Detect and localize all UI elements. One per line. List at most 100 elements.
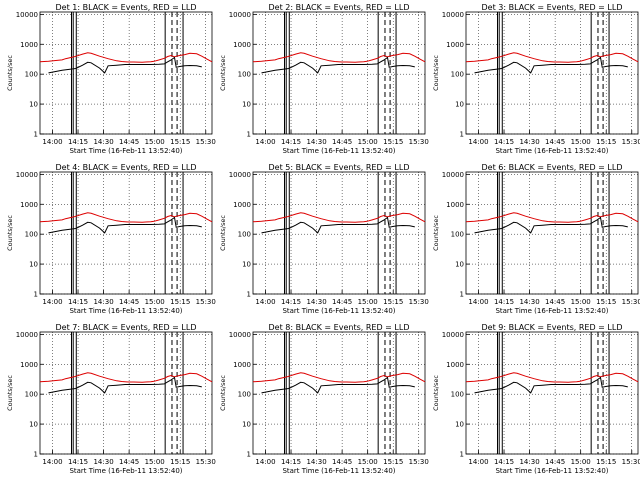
y-tick-label: 1000 bbox=[20, 41, 38, 49]
panel-det-4: Det 4: BLACK = Events, RED = LLD 14:00 14:… bbox=[6, 163, 216, 315]
y-tick-label: 10 bbox=[455, 261, 464, 269]
x-tick-label: 14:30 bbox=[306, 298, 326, 306]
y-tick-label: 10 bbox=[242, 261, 251, 269]
y-tick-label: 100 bbox=[451, 231, 464, 239]
x-tick-label: 15:30 bbox=[196, 458, 216, 466]
x-tick-label: 15:30 bbox=[622, 138, 640, 146]
series-lld bbox=[465, 372, 639, 383]
x-tick-label: 14:15 bbox=[494, 298, 514, 306]
y-tick-label: 1 bbox=[34, 451, 38, 459]
plot-frame bbox=[465, 11, 639, 135]
x-tick-label: 14:45 bbox=[332, 458, 352, 466]
x-axis-label: Start Time (16-Feb-11 13:52:40) bbox=[282, 147, 395, 155]
x-tick-label: 15:30 bbox=[196, 298, 216, 306]
x-tick-label: 14:00 bbox=[468, 138, 488, 146]
y-tick-label: 10 bbox=[455, 421, 464, 429]
panel-title: Det 1: BLACK = Events, RED = LLD bbox=[56, 3, 197, 12]
y-tick-label: 1000 bbox=[233, 41, 251, 49]
x-tick-label: 14:45 bbox=[545, 458, 565, 466]
series-lld bbox=[465, 52, 639, 63]
plot-frame bbox=[252, 331, 426, 455]
y-tick-label: 100 bbox=[25, 231, 38, 239]
y-axis-label: Counts/sec bbox=[219, 55, 227, 91]
x-tick-label: 14:15 bbox=[68, 298, 88, 306]
y-tick-label: 100 bbox=[238, 231, 251, 239]
x-tick-label: 14:15 bbox=[494, 138, 514, 146]
y-axis-label: Counts/sec bbox=[6, 215, 14, 251]
series-events bbox=[48, 376, 202, 394]
x-tick-label: 14:30 bbox=[519, 138, 539, 146]
plot-frame bbox=[465, 331, 639, 455]
y-tick-label: 10000 bbox=[16, 11, 38, 19]
x-tick-label: 15:30 bbox=[409, 458, 429, 466]
panel-title: Det 3: BLACK = Events, RED = LLD bbox=[482, 3, 623, 12]
y-tick-label: 1 bbox=[34, 131, 38, 139]
y-tick-label: 1 bbox=[460, 451, 464, 459]
panel-title: Det 5: BLACK = Events, RED = LLD bbox=[269, 163, 410, 172]
y-tick-label: 1000 bbox=[446, 41, 464, 49]
x-axis-label: Start Time (16-Feb-11 13:52:40) bbox=[69, 307, 182, 315]
x-tick-label: 14:00 bbox=[42, 138, 62, 146]
x-tick-label: 15:00 bbox=[145, 138, 165, 146]
y-tick-label: 10000 bbox=[229, 171, 251, 179]
y-tick-label: 10 bbox=[242, 421, 251, 429]
panel-title: Det 9: BLACK = Events, RED = LLD bbox=[482, 323, 623, 332]
y-tick-label: 10 bbox=[29, 421, 38, 429]
panel-det-6: Det 6: BLACK = Events, RED = LLD 14:00 14:… bbox=[432, 163, 640, 315]
series-events bbox=[48, 216, 202, 234]
y-tick-label: 10000 bbox=[442, 11, 464, 19]
x-tick-label: 15:15 bbox=[383, 138, 403, 146]
x-axis-label: Start Time (16-Feb-11 13:52:40) bbox=[495, 467, 608, 475]
series-events bbox=[48, 56, 202, 74]
y-tick-label: 100 bbox=[451, 71, 464, 79]
y-tick-label: 1000 bbox=[233, 201, 251, 209]
x-tick-label: 14:45 bbox=[119, 298, 139, 306]
x-tick-label: 15:30 bbox=[409, 298, 429, 306]
x-tick-label: 14:45 bbox=[119, 458, 139, 466]
x-tick-label: 15:15 bbox=[170, 138, 190, 146]
x-tick-label: 14:00 bbox=[468, 458, 488, 466]
plot-frame bbox=[39, 171, 213, 295]
series-lld bbox=[465, 212, 639, 223]
y-tick-label: 1000 bbox=[20, 361, 38, 369]
plot-frame bbox=[39, 11, 213, 135]
x-tick-label: 14:15 bbox=[494, 458, 514, 466]
y-tick-label: 10000 bbox=[229, 331, 251, 339]
x-tick-label: 14:00 bbox=[42, 458, 62, 466]
x-axis-label: Start Time (16-Feb-11 13:52:40) bbox=[282, 307, 395, 315]
panel-det-2: Det 2: BLACK = Events, RED = LLD 14:00 14:… bbox=[219, 3, 429, 155]
y-tick-label: 10 bbox=[29, 261, 38, 269]
panel-title: Det 2: BLACK = Events, RED = LLD bbox=[269, 3, 410, 12]
series-lld bbox=[39, 372, 213, 383]
y-tick-label: 100 bbox=[25, 71, 38, 79]
x-tick-label: 15:30 bbox=[196, 138, 216, 146]
x-tick-label: 14:00 bbox=[255, 298, 275, 306]
x-tick-label: 14:45 bbox=[119, 138, 139, 146]
series-events bbox=[261, 56, 415, 74]
panel-det-3: Det 3: BLACK = Events, RED = LLD 14:00 14:… bbox=[432, 3, 640, 155]
x-tick-label: 15:00 bbox=[145, 298, 165, 306]
x-axis-label: Start Time (16-Feb-11 13:52:40) bbox=[69, 467, 182, 475]
x-tick-label: 14:30 bbox=[519, 458, 539, 466]
series-events bbox=[261, 376, 415, 394]
series-events bbox=[261, 216, 415, 234]
x-axis-label: Start Time (16-Feb-11 13:52:40) bbox=[69, 147, 182, 155]
x-tick-label: 14:00 bbox=[468, 298, 488, 306]
y-tick-label: 1000 bbox=[233, 361, 251, 369]
y-axis-label: Counts/sec bbox=[432, 55, 440, 91]
plot-frame bbox=[39, 331, 213, 455]
panel-title: Det 4: BLACK = Events, RED = LLD bbox=[56, 163, 197, 172]
y-tick-label: 1 bbox=[460, 291, 464, 299]
y-tick-label: 1000 bbox=[446, 201, 464, 209]
x-tick-label: 14:30 bbox=[93, 298, 113, 306]
series-lld bbox=[39, 212, 213, 223]
x-tick-label: 14:15 bbox=[281, 298, 301, 306]
x-tick-label: 14:45 bbox=[545, 298, 565, 306]
x-tick-label: 15:00 bbox=[571, 458, 591, 466]
panel-det-5: Det 5: BLACK = Events, RED = LLD 14:00 14:… bbox=[219, 163, 429, 315]
y-tick-label: 1 bbox=[34, 291, 38, 299]
y-axis-label: Counts/sec bbox=[432, 375, 440, 411]
x-tick-label: 15:15 bbox=[383, 458, 403, 466]
series-events bbox=[474, 56, 628, 74]
